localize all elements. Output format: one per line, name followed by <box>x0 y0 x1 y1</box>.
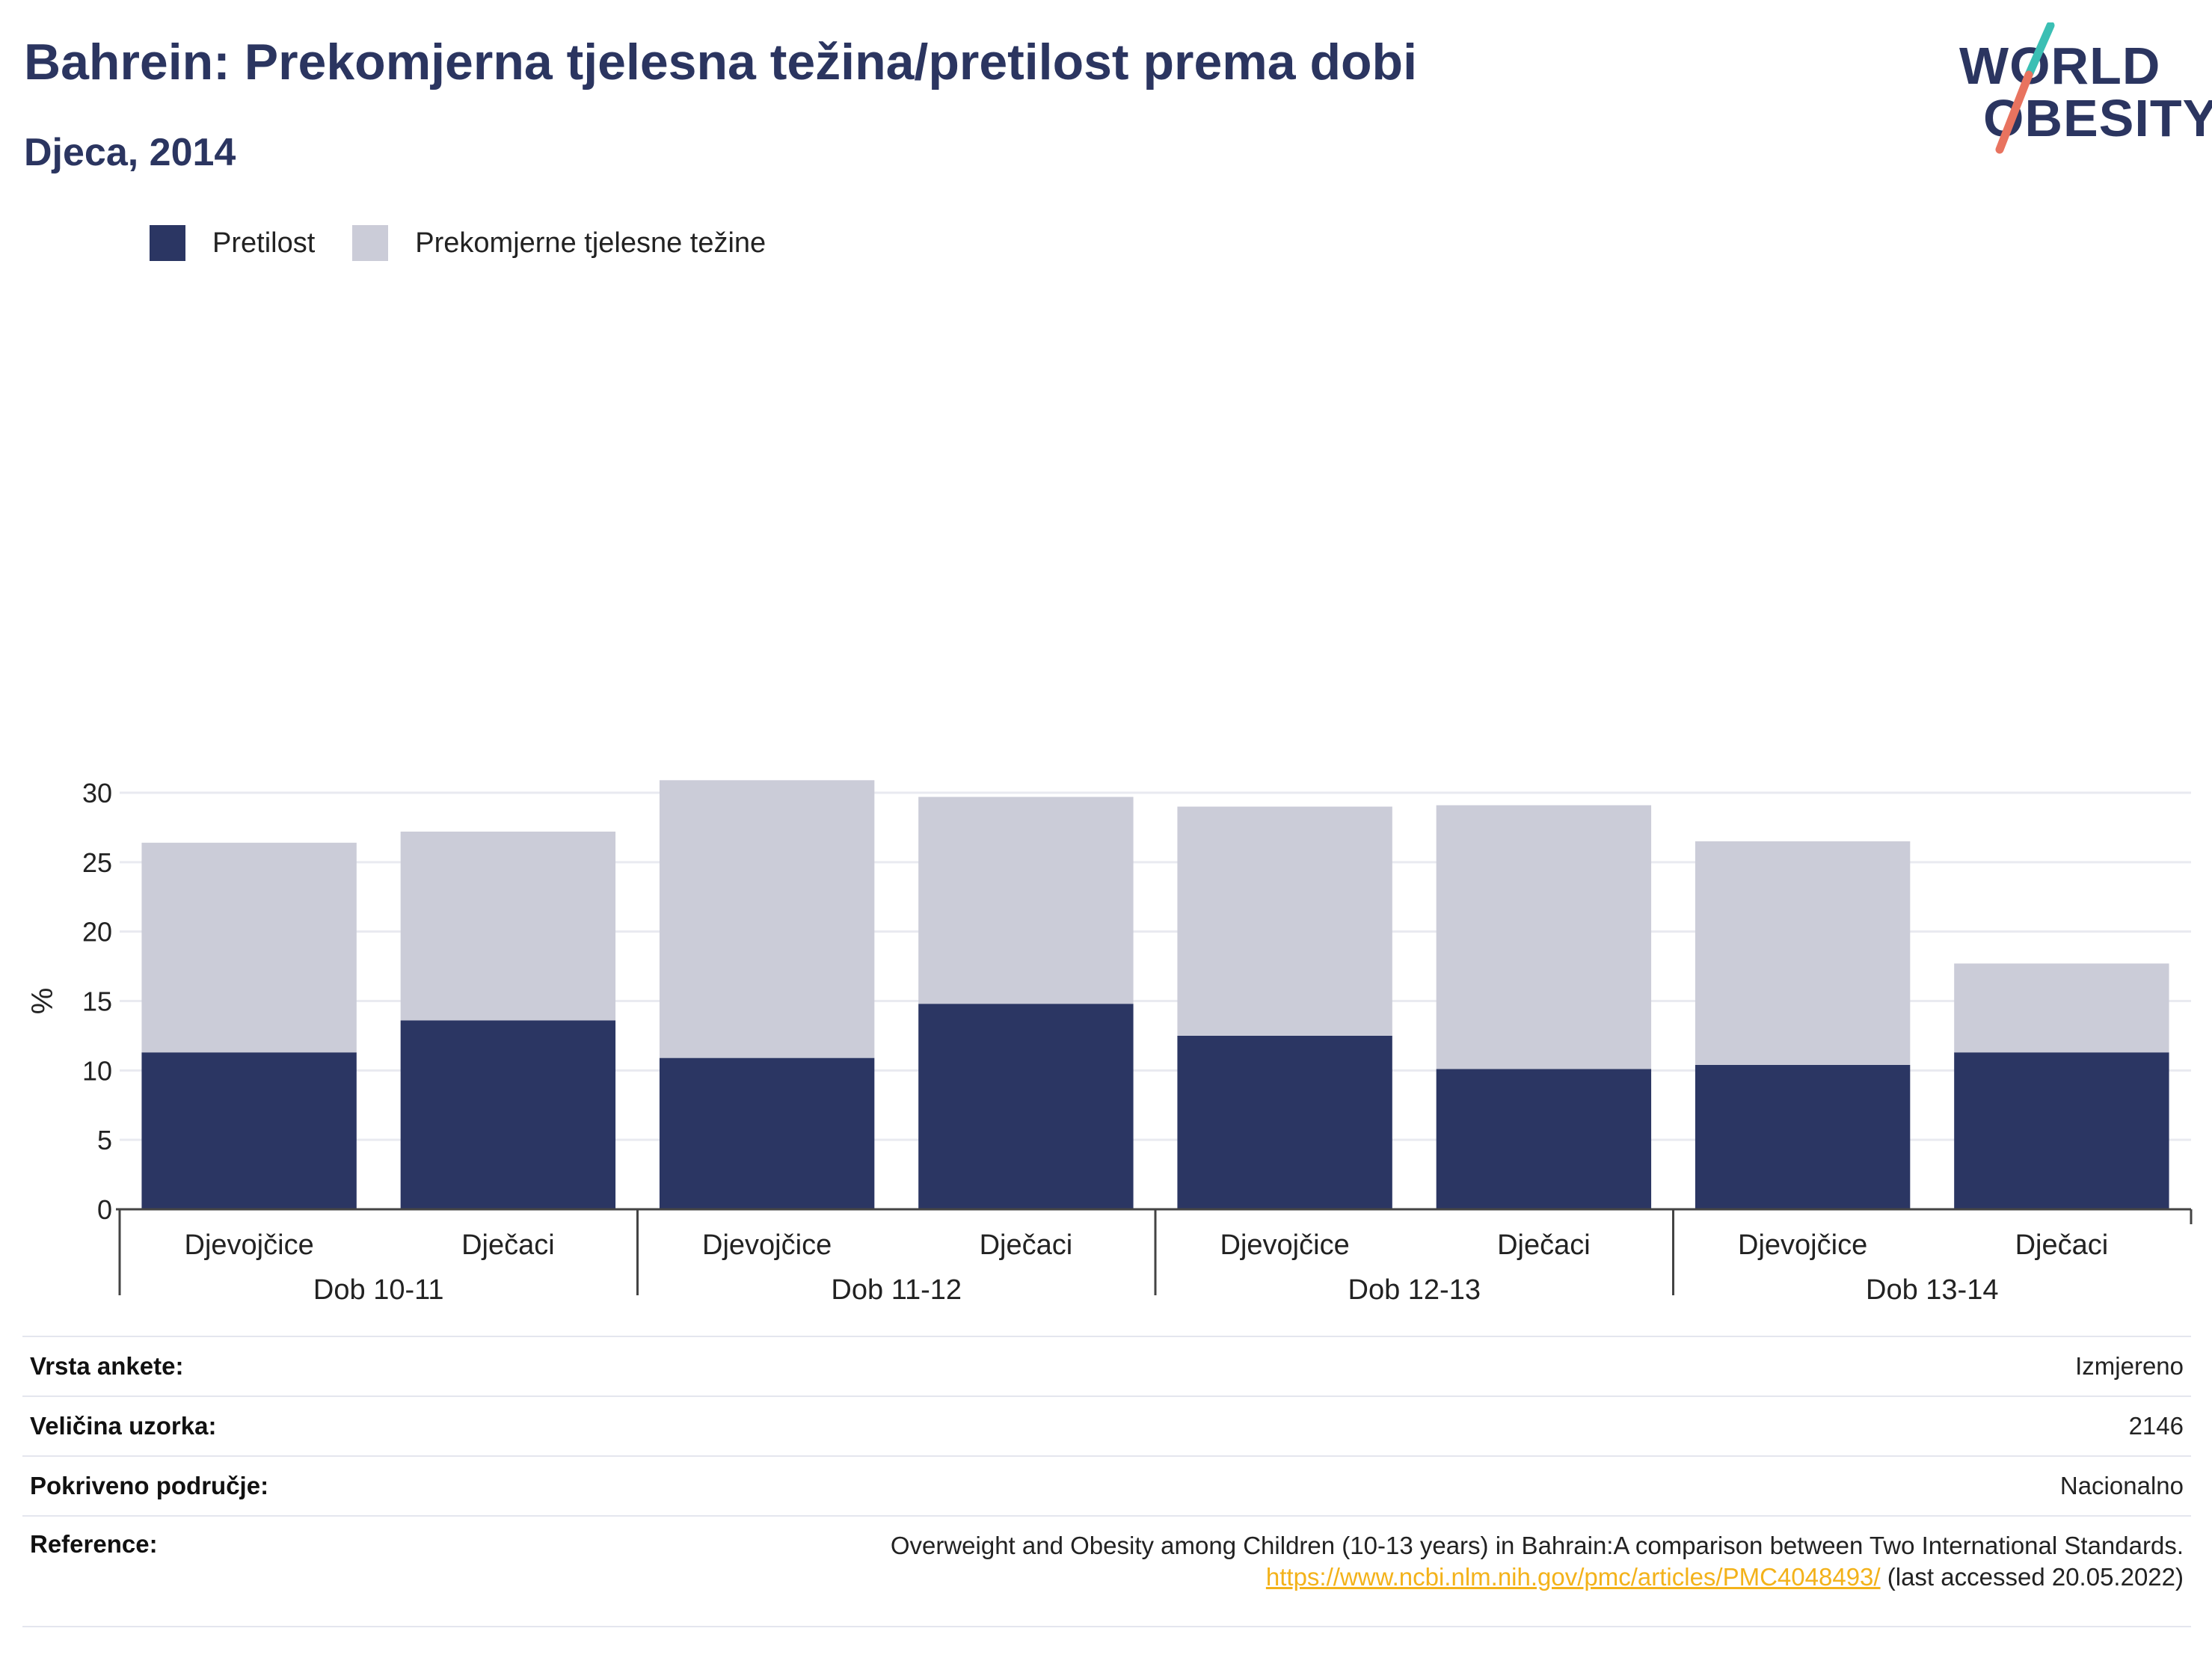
chart-subtitle: Djeca, 2014 <box>24 131 236 174</box>
info-row-coverage: Pokriveno područje: Nacionalno <box>22 1455 2191 1517</box>
info-label-reference: Reference: <box>22 1515 375 1627</box>
bar-pretilost-1[interactable] <box>400 1020 616 1209</box>
info-label-survey-type: Vrsta ankete: <box>22 1336 375 1397</box>
bar-prekomjerne-0[interactable] <box>141 842 357 1053</box>
legend-label-pretilost: Pretilost <box>212 227 316 259</box>
y-tick-label: 20 <box>82 917 112 948</box>
reference-link[interactable]: https://www.ncbi.nlm.nih.gov/pmc/article… <box>1265 1563 1881 1591</box>
x-tick-label: Djevojčice <box>702 1229 832 1261</box>
bar-pretilost-3[interactable] <box>918 1004 1134 1209</box>
info-label-sample-size: Veličina uzorka: <box>22 1395 375 1457</box>
x-tick-label: Dječaci <box>2015 1229 2109 1261</box>
legend-swatch-prekomjerne <box>352 225 389 261</box>
bar-pretilost-5[interactable] <box>1436 1069 1652 1209</box>
y-tick-label: 15 <box>82 986 112 1017</box>
bar-prekomjerne-7[interactable] <box>1954 963 2169 1053</box>
group-label: Dob 10-11 <box>313 1274 444 1301</box>
legend-item-prekomjerne[interactable]: Prekomjerne tjelesne težine <box>352 225 766 261</box>
info-row-reference: Reference: Overweight and Obesity among … <box>22 1515 2191 1627</box>
bar-prekomjerne-2[interactable] <box>659 780 875 1058</box>
bar-pretilost-7[interactable] <box>1954 1052 2169 1209</box>
legend-swatch-pretilost <box>150 225 185 261</box>
survey-info-table: Vrsta ankete: Izmjereno Veličina uzorka:… <box>22 1336 2191 1627</box>
info-value-coverage: Nacionalno <box>374 1455 2191 1517</box>
group-label: Dob 11-12 <box>831 1274 962 1301</box>
axis-layer: 0 5 10 15 20 25 30% Djevojčice Dječaci Djevojčice… <box>26 778 2193 1301</box>
bar-pretilost-4[interactable] <box>1177 1035 1392 1209</box>
bar-pretilost-2[interactable] <box>659 1057 875 1209</box>
x-tick-label: Djevojčice <box>1220 1229 1350 1261</box>
bar-prekomjerne-6[interactable] <box>1695 841 1911 1065</box>
logo-word-1: WORLD <box>1959 37 2161 95</box>
info-row-sample-size: Veličina uzorka: 2146 <box>22 1395 2191 1457</box>
x-tick-label: Dječaci <box>980 1229 1073 1261</box>
bar-pretilost-6[interactable] <box>1695 1064 1911 1209</box>
info-value-sample-size: 2146 <box>374 1395 2191 1457</box>
logo-slash-icon <box>1995 22 2055 154</box>
y-tick-label: 0 <box>97 1194 112 1225</box>
group-label: Dob 12-13 <box>1348 1274 1481 1301</box>
bar-prekomjerne-4[interactable] <box>1177 806 1392 1036</box>
legend-item-pretilost[interactable]: Pretilost <box>150 225 315 261</box>
info-value-reference: Overweight and Obesity among Children (1… <box>374 1515 2191 1627</box>
bar-chart: 0 5 10 15 20 25 30% Djevojčice Dječaci Djevojčice… <box>26 778 2193 1301</box>
world-obesity-logo: WORLD OBESITY <box>1944 22 2212 157</box>
info-label-coverage: Pokriveno područje: <box>22 1455 375 1517</box>
group-label: Dob 13-14 <box>1866 1274 1998 1301</box>
bar-prekomjerne-5[interactable] <box>1436 805 1652 1069</box>
bar-prekomjerne-1[interactable] <box>400 831 616 1021</box>
y-tick-label: 25 <box>82 847 112 878</box>
x-tick-label: Djevojčice <box>1738 1229 1867 1261</box>
y-axis-label: % <box>26 988 59 1015</box>
x-tick-label: Dječaci <box>1497 1229 1591 1261</box>
chart-title: Bahrein: Prekomjerna tjelesna težina/pre… <box>24 34 1417 90</box>
bar-prekomjerne-3[interactable] <box>918 796 1134 1004</box>
reference-accessed: (last accessed 20.05.2022) <box>1880 1563 2184 1591</box>
reference-text: Overweight and Obesity among Children (1… <box>890 1532 2184 1559</box>
x-tick-label: Djevojčice <box>185 1229 314 1261</box>
legend-label-prekomjerne: Prekomjerne tjelesne težine <box>415 227 766 259</box>
info-row-survey-type: Vrsta ankete: Izmjereno <box>22 1336 2191 1397</box>
y-tick-label: 30 <box>82 778 112 808</box>
bar-pretilost-0[interactable] <box>141 1052 357 1209</box>
y-tick-label: 10 <box>82 1055 112 1086</box>
y-tick-label: 5 <box>97 1125 112 1155</box>
bars-layer <box>141 780 2169 1209</box>
x-tick-label: Dječaci <box>461 1229 555 1261</box>
info-value-survey-type: Izmjereno <box>374 1336 2191 1397</box>
chart-legend: Pretilost Prekomjerne tjelesne težine <box>150 221 803 265</box>
